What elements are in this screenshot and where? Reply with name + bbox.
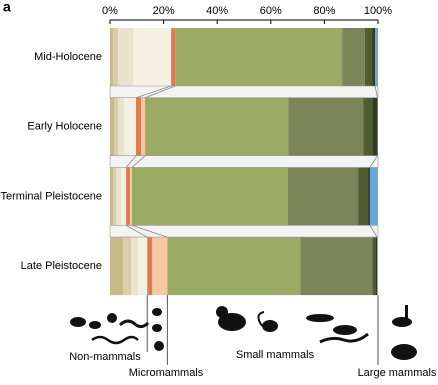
bar-segment — [377, 97, 378, 156]
bar-segment — [112, 28, 119, 86]
bar-segment — [287, 167, 359, 226]
icons — [70, 305, 417, 360]
x-tick-label: 40% — [206, 5, 228, 17]
bar-segment — [110, 237, 124, 296]
bar-segment — [118, 28, 134, 86]
bar-segment — [133, 28, 172, 86]
bar-segment — [126, 167, 131, 226]
connector-band — [109, 155, 379, 168]
bar-segment — [114, 97, 119, 156]
y-tick-label: Early Holocene — [27, 121, 102, 133]
bar-segment — [372, 28, 376, 86]
bar-segment — [118, 97, 124, 156]
connector-band — [109, 225, 379, 238]
bar-segment — [130, 167, 132, 226]
connector-line — [131, 155, 146, 168]
panel-label: a — [3, 0, 11, 15]
connector-line — [369, 155, 378, 168]
x-tick-label: 60% — [260, 5, 282, 17]
bar-segment — [138, 237, 148, 296]
bar-segment — [147, 237, 153, 296]
connector-band — [109, 85, 379, 98]
group-label: Micromammals — [129, 367, 204, 379]
bar-segment — [358, 167, 369, 226]
bar-segment — [123, 97, 136, 156]
connector-line — [135, 85, 172, 99]
group-label: Small mammals — [236, 349, 315, 361]
bar-segment — [131, 167, 288, 226]
bar-segment — [372, 237, 376, 296]
x-tick-label: 0% — [102, 5, 118, 17]
bar-segment — [131, 237, 139, 296]
bar-segment — [342, 28, 365, 86]
bar-segment — [167, 237, 301, 296]
group-label: Large mammals — [358, 367, 437, 379]
y-tick-label: Terminal Pleistocene — [1, 190, 103, 202]
y-tick-label: Mid-Holocene — [34, 51, 102, 63]
bar-segment — [141, 97, 146, 156]
bar-segment — [152, 237, 168, 296]
bar-segment — [110, 28, 113, 86]
bar-segment — [120, 167, 127, 226]
bar-segment — [145, 97, 289, 156]
bar-segment — [375, 237, 378, 296]
connector-line — [131, 225, 168, 238]
connector-line — [144, 85, 176, 99]
bar-segment — [288, 97, 364, 156]
y-tick-label: Late Pleistocene — [21, 260, 102, 272]
bar-segment — [123, 237, 132, 296]
group-label: Non-mammals — [69, 351, 141, 363]
bar-segment — [112, 167, 116, 226]
x-tick-label: 100% — [364, 5, 392, 17]
bar-segment — [369, 167, 378, 226]
bar-segment — [375, 28, 378, 86]
bar-segment — [135, 97, 142, 156]
connector-line — [125, 225, 148, 238]
connector-line — [369, 225, 378, 238]
bar-segment — [110, 97, 115, 156]
connector-line — [374, 85, 378, 98]
x-tick-label: 20% — [153, 5, 175, 17]
bar-segment — [175, 28, 343, 86]
bar-segment — [363, 97, 373, 156]
x-tick-label: 80% — [313, 5, 335, 17]
bar-segment — [372, 97, 378, 156]
bar-segment — [364, 28, 373, 86]
bar-segment — [377, 237, 378, 296]
bar-segment — [300, 237, 373, 296]
bar-segment — [368, 167, 370, 226]
bar-segment — [115, 167, 121, 226]
bar-segment — [110, 167, 113, 226]
connector-line — [125, 155, 137, 168]
bar-segment — [171, 28, 176, 86]
